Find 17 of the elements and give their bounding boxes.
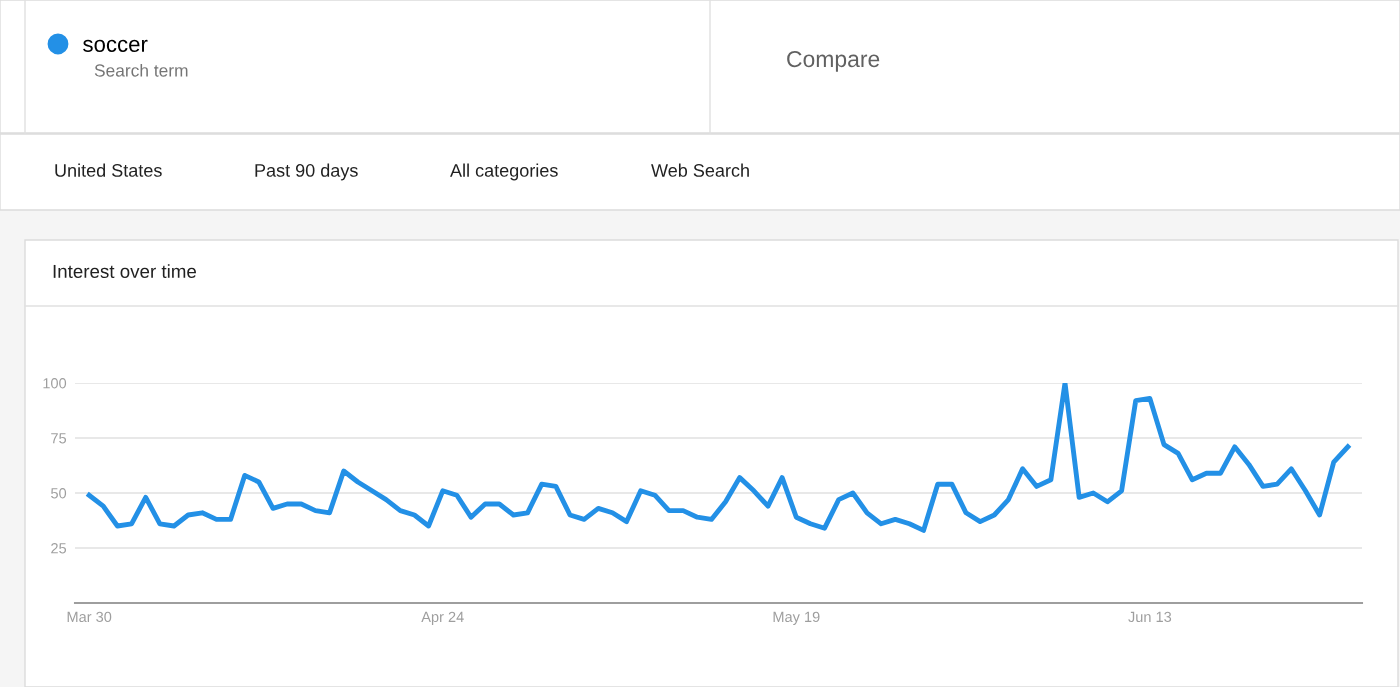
text: Search term	[94, 63, 188, 77]
y-tick-label: 50	[51, 488, 67, 499]
x-tick-label: Mar 30	[67, 611, 112, 623]
text: All categories	[450, 163, 558, 181]
legend-label: soccer	[83, 39, 148, 52]
x-tick-label: Jun 13	[1128, 611, 1172, 623]
text: Web Search	[651, 163, 749, 177]
text: United States	[55, 163, 162, 177]
text: Compare	[787, 50, 880, 72]
line-series	[86, 383, 1351, 533]
y-tick-label: 100	[43, 378, 67, 389]
x-tick-label: May 19	[773, 611, 820, 625]
y-tick-label: 75	[51, 433, 67, 444]
chart-title: Interest over time	[53, 264, 197, 279]
y-tick-label: 25	[51, 543, 67, 554]
x-tick-label: Apr 24	[421, 611, 464, 625]
text: Past 90 days	[255, 163, 358, 181]
